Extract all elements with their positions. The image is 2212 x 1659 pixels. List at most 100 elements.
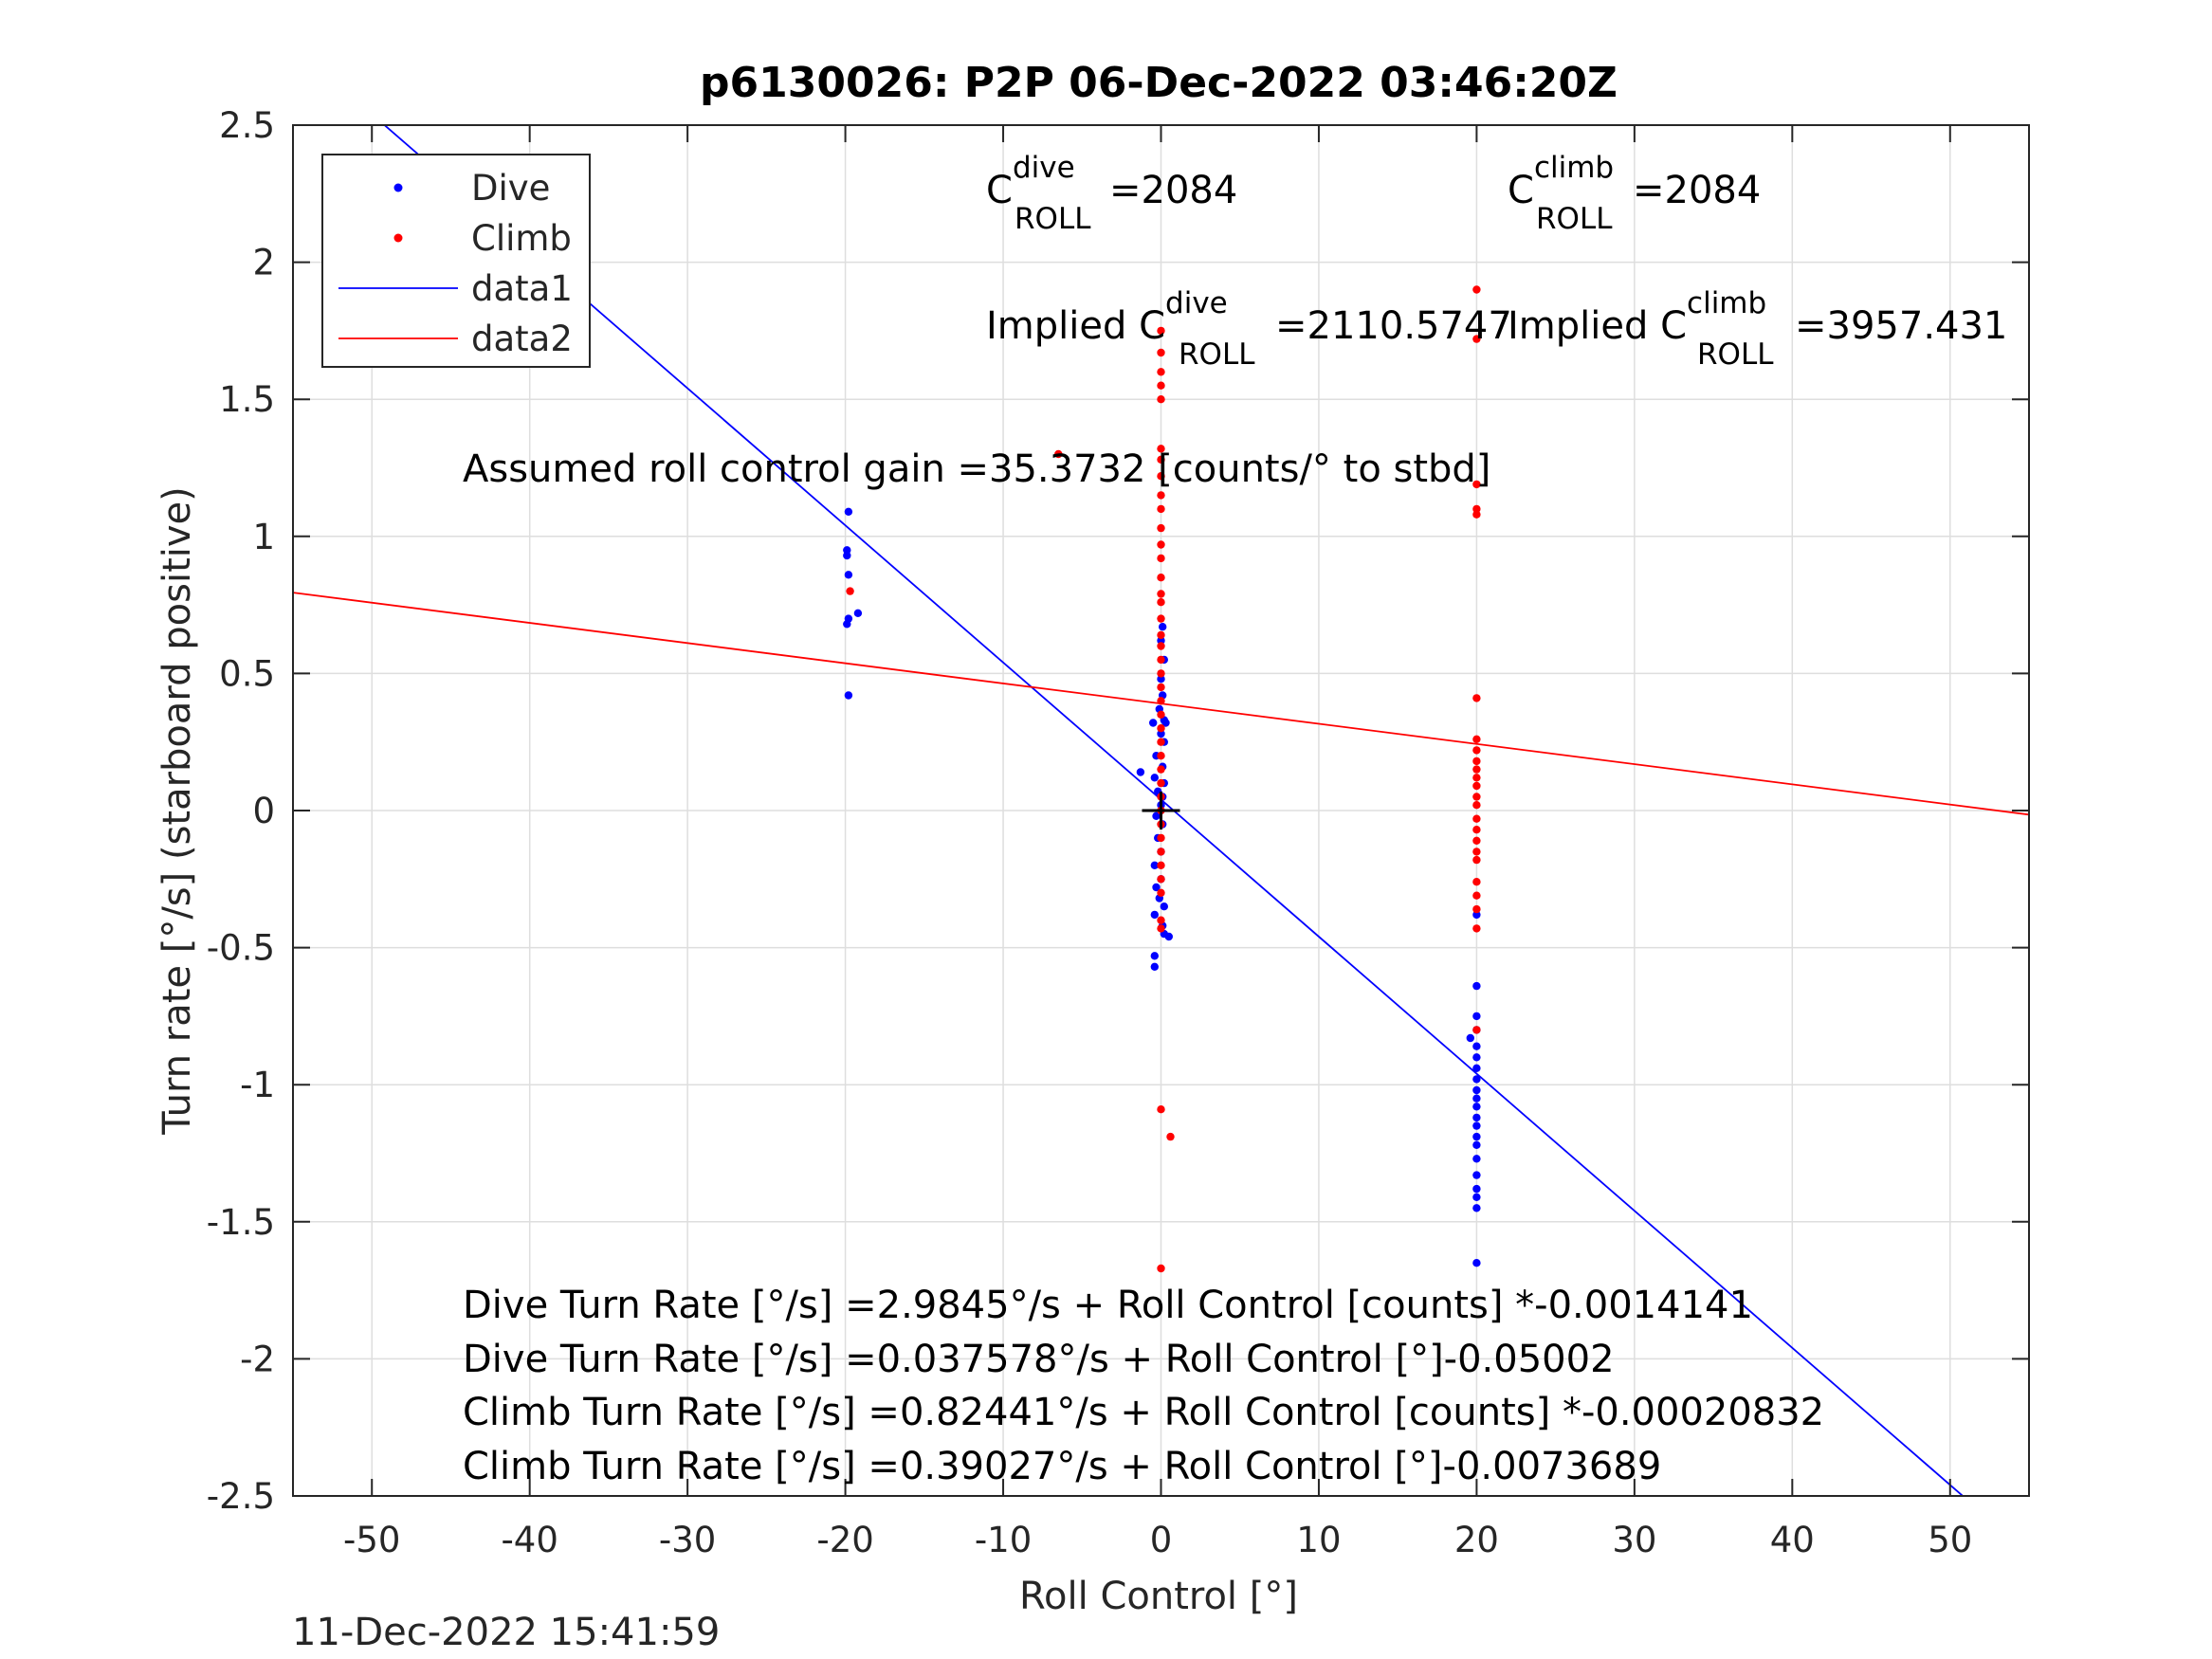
y-tick-label: 1.5 bbox=[219, 379, 275, 420]
climb-point bbox=[1472, 504, 1481, 514]
climb-point bbox=[1157, 683, 1165, 692]
climb-point bbox=[1472, 1026, 1481, 1034]
x-tick-label: 50 bbox=[1928, 1520, 1972, 1560]
y-tick-label: -1 bbox=[240, 1065, 275, 1105]
legend-label: data1 bbox=[471, 268, 573, 309]
climb-point bbox=[1472, 757, 1481, 766]
implied-c-dive-annotation: Implied Cdive ROLL=2110.5747 bbox=[986, 286, 1512, 372]
climb-point bbox=[1472, 480, 1481, 489]
climb-point bbox=[1157, 710, 1165, 719]
climb-point bbox=[1157, 630, 1165, 640]
y-tick-label: -0.5 bbox=[207, 928, 275, 969]
climb-point bbox=[1157, 861, 1165, 869]
dive-point bbox=[1157, 636, 1165, 645]
climb-point bbox=[1157, 924, 1165, 933]
dive-point bbox=[1472, 1075, 1481, 1084]
dive-point bbox=[1472, 1193, 1481, 1202]
climb-point bbox=[1157, 916, 1165, 924]
climb-point bbox=[1157, 1105, 1165, 1114]
climb-point bbox=[1472, 781, 1481, 791]
legend-label: Dive bbox=[471, 168, 550, 209]
dive-point bbox=[1472, 1132, 1481, 1141]
dive-point bbox=[1157, 729, 1165, 738]
dive-point bbox=[1157, 675, 1165, 684]
legend-box bbox=[321, 154, 591, 368]
climb-point bbox=[1157, 540, 1165, 549]
dive-point bbox=[844, 691, 853, 700]
dive-point bbox=[1150, 952, 1160, 960]
dive-point bbox=[1161, 719, 1170, 727]
climb-point bbox=[1472, 765, 1481, 774]
climb-point bbox=[1157, 381, 1165, 390]
c-dive-annotation: Cdive ROLL=2084 bbox=[986, 151, 1237, 236]
axis-tick-labels: -50 -40 -30 -20 -10 0 10 20 30 40 50 2.5 2 1.5 1 0.5 0 -0… bbox=[207, 105, 1973, 1560]
climb-point bbox=[1157, 395, 1165, 404]
dive-point bbox=[1472, 981, 1481, 991]
dive-point bbox=[843, 551, 851, 560]
c-climb-annotation: Cclimb ROLL=2084 bbox=[1508, 151, 1761, 236]
climb-point bbox=[1157, 554, 1165, 563]
climb-point bbox=[1472, 335, 1481, 343]
dive-point bbox=[1136, 768, 1145, 776]
y-tick-label: 0.5 bbox=[219, 653, 275, 694]
climb-point bbox=[1166, 1132, 1175, 1141]
axis-ticks bbox=[293, 124, 2029, 1497]
climb-point bbox=[1157, 326, 1165, 336]
climb-point bbox=[1472, 855, 1481, 865]
x-tick-label: 0 bbox=[1150, 1520, 1173, 1560]
climb-point bbox=[1157, 642, 1165, 650]
dive-point bbox=[853, 609, 863, 617]
dive-point bbox=[1472, 1184, 1481, 1194]
timestamp: 11-Dec-2022 15:41:59 bbox=[292, 1611, 720, 1654]
climb-point bbox=[1157, 697, 1165, 705]
legend-label: Climb bbox=[471, 218, 572, 259]
x-tick-label: 20 bbox=[1454, 1520, 1499, 1560]
x-tick-label: 30 bbox=[1612, 1520, 1656, 1560]
y-tick-label: 2.5 bbox=[219, 105, 275, 146]
y-axis-label: Turn rate [°/s] (starboard positive) bbox=[155, 486, 199, 1136]
dive-point bbox=[1466, 1033, 1475, 1043]
climb-point bbox=[1472, 848, 1481, 856]
climb-point bbox=[1157, 655, 1165, 665]
dive-point bbox=[1472, 1064, 1481, 1073]
dive-point bbox=[1159, 623, 1167, 631]
climb-fit-degrees-equation: Climb Turn Rate [°/s] =0.39027°/s + Roll… bbox=[463, 1445, 1661, 1488]
dive-point bbox=[1472, 1140, 1481, 1150]
climb-point bbox=[1472, 836, 1481, 845]
climb-point bbox=[1157, 590, 1165, 598]
climb-point bbox=[1157, 888, 1165, 897]
x-tick-label: 40 bbox=[1770, 1520, 1815, 1560]
series-climb bbox=[846, 285, 1481, 1273]
chart-title: p6130026: P2P 06-Dec-2022 03:46:20Z bbox=[700, 59, 1618, 107]
climb-point bbox=[1054, 449, 1063, 459]
dive-point bbox=[844, 571, 853, 579]
dive-point bbox=[1472, 1053, 1481, 1062]
climb-point bbox=[1157, 574, 1165, 582]
dive-point bbox=[1472, 1121, 1481, 1130]
y-tick-label: -2 bbox=[240, 1339, 275, 1379]
climb-point bbox=[1157, 472, 1165, 481]
dive-point bbox=[1472, 1085, 1481, 1095]
y-tick-label: 1 bbox=[252, 517, 275, 557]
climb-point bbox=[1472, 793, 1481, 801]
dive-point bbox=[1164, 932, 1174, 941]
x-tick-label: -10 bbox=[975, 1520, 1032, 1560]
climb-point bbox=[1472, 746, 1481, 755]
dive-point bbox=[1149, 719, 1158, 727]
dive-point bbox=[1472, 1042, 1481, 1050]
climb-point bbox=[1472, 814, 1481, 823]
legend-label: data2 bbox=[471, 319, 573, 359]
climb-point bbox=[1157, 833, 1165, 843]
dive-fit-degrees-equation: Dive Turn Rate [°/s] =0.037578°/s + Roll… bbox=[463, 1338, 1615, 1381]
climb-point bbox=[1472, 826, 1481, 834]
dive-point bbox=[1150, 962, 1160, 971]
climb-point bbox=[1157, 765, 1165, 774]
climb-point bbox=[1472, 878, 1481, 886]
dive-point bbox=[1472, 1204, 1481, 1212]
center-marker bbox=[1142, 792, 1180, 830]
climb-point bbox=[1472, 285, 1481, 294]
y-tick-label: -2.5 bbox=[207, 1476, 275, 1517]
climb-point bbox=[1157, 752, 1165, 760]
climb-point bbox=[1157, 348, 1165, 357]
climb-point bbox=[1472, 774, 1481, 782]
